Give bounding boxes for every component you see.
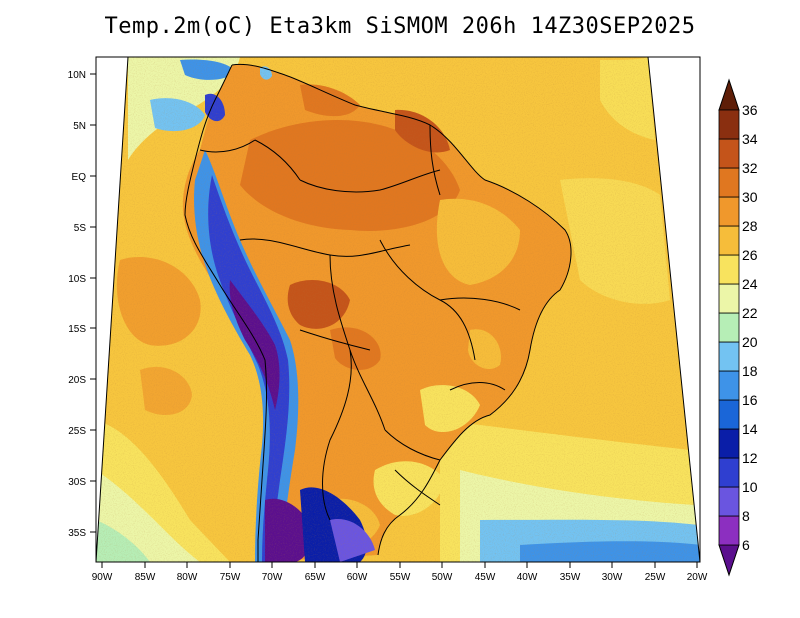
lon-label: 55W bbox=[390, 572, 411, 583]
lon-label: 80W bbox=[177, 572, 198, 583]
lat-label: 30S bbox=[68, 477, 86, 488]
country-borders bbox=[184, 63, 572, 562]
axes-box bbox=[95, 56, 701, 563]
triangle-up-icon bbox=[718, 78, 740, 111]
colorbar-label: 6 bbox=[742, 537, 750, 553]
longitude-axis: 90W 85W 80W 75W 70W 65W 60W 55W 50W 45W … bbox=[92, 562, 708, 583]
lon-label: 90W bbox=[92, 572, 113, 583]
map-title: Temp.2m(oC) Eta3km SiSMOM 206h 14Z30SEP2… bbox=[104, 14, 696, 39]
lat-label: 10N bbox=[68, 70, 86, 81]
colorbar-label: 14 bbox=[742, 421, 758, 437]
colorbar-box bbox=[718, 486, 740, 517]
lat-label: 10S bbox=[68, 274, 86, 285]
colorbar-label: 16 bbox=[742, 392, 758, 408]
colorbar: 6 8 10 12 14 16 18 20 22 24 26 28 30 32 34 36 bbox=[718, 78, 758, 577]
colorbar-box bbox=[718, 167, 740, 198]
colorbar-label: 8 bbox=[742, 508, 750, 524]
lon-label: 30W bbox=[602, 572, 623, 583]
lat-label: 25S bbox=[68, 426, 86, 437]
colorbar-box bbox=[718, 283, 740, 314]
colorbar-box bbox=[718, 341, 740, 372]
lat-label: 15S bbox=[68, 324, 86, 335]
colorbar-label: 28 bbox=[742, 218, 758, 234]
lon-label: 45W bbox=[475, 572, 496, 583]
lat-label: EQ bbox=[72, 172, 87, 183]
temperature-field bbox=[96, 57, 700, 562]
colorbar-box bbox=[718, 428, 740, 459]
lon-label: 50W bbox=[432, 572, 453, 583]
lat-label: 5S bbox=[74, 223, 87, 234]
colorbar-box bbox=[718, 312, 740, 343]
colorbar-label: 34 bbox=[742, 131, 758, 147]
lon-label: 75W bbox=[220, 572, 241, 583]
colorbar-label: 20 bbox=[742, 334, 758, 350]
triangle-down-icon bbox=[718, 544, 740, 577]
colorbar-label: 36 bbox=[742, 102, 758, 118]
colorbar-label: 24 bbox=[742, 276, 758, 292]
colorbar-box bbox=[718, 196, 740, 227]
colorbar-label: 10 bbox=[742, 479, 758, 495]
lat-label: 5N bbox=[73, 121, 86, 132]
colorbar-label: 26 bbox=[742, 247, 758, 263]
lon-label: 70W bbox=[262, 572, 283, 583]
colorbar-label: 22 bbox=[742, 305, 758, 321]
latitude-axis: 10N 5N EQ 5S 10S 15S 20S 25S 30S 35S bbox=[68, 70, 96, 539]
colorbar-label: 12 bbox=[742, 450, 758, 466]
lon-label: 85W bbox=[135, 572, 156, 583]
colorbar-box bbox=[718, 399, 740, 430]
colorbar-box bbox=[718, 225, 740, 256]
colorbar-box bbox=[718, 109, 740, 140]
lat-label: 35S bbox=[68, 528, 86, 539]
colorbar-box bbox=[718, 138, 740, 169]
colorbar-box bbox=[718, 254, 740, 285]
colorbar-box bbox=[718, 457, 740, 488]
colorbar-box bbox=[718, 515, 740, 546]
lon-label: 20W bbox=[687, 572, 708, 583]
lon-label: 40W bbox=[517, 572, 538, 583]
colorbar-label: 32 bbox=[742, 160, 758, 176]
colorbar-label: 30 bbox=[742, 189, 758, 205]
colorbar-label: 18 bbox=[742, 363, 758, 379]
lon-label: 25W bbox=[645, 572, 666, 583]
lon-label: 65W bbox=[305, 572, 326, 583]
lon-label: 35W bbox=[560, 572, 581, 583]
lat-label: 20S bbox=[68, 375, 86, 386]
colorbar-box bbox=[718, 370, 740, 401]
lon-label: 60W bbox=[347, 572, 368, 583]
